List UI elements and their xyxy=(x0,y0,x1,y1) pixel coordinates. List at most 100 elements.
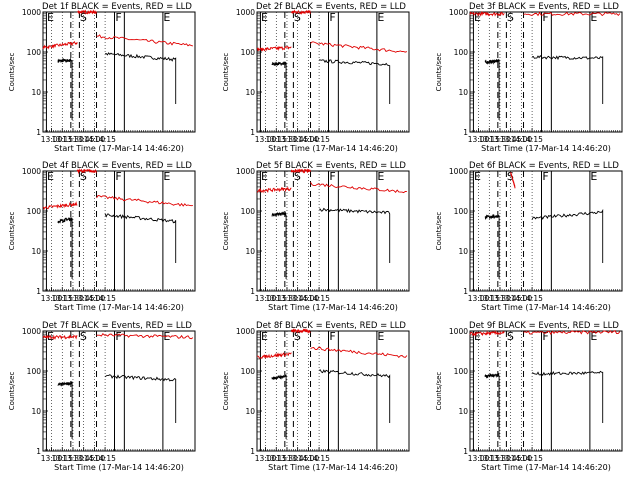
y-tick-label: 100 xyxy=(454,48,469,57)
event-marker-label: S xyxy=(80,170,87,183)
lld-series-line xyxy=(96,34,193,47)
x-axis-label: Start Time (17-Mar-14 14:46:20) xyxy=(481,463,611,472)
x-tick-label: 13:15 xyxy=(51,294,73,303)
event-marker-label: S xyxy=(294,330,301,343)
x-tick-label: 13:30 xyxy=(62,135,84,144)
plot-title: Det 7f BLACK = Events, RED = LLD xyxy=(42,321,192,331)
event-marker-label: E xyxy=(474,11,481,24)
lld-series-line xyxy=(469,11,505,17)
events-series-line xyxy=(105,52,177,104)
x-tick-label: 13:45 xyxy=(287,294,309,303)
x-tick-label: 13:30 xyxy=(276,135,298,144)
events-series-line xyxy=(484,213,500,279)
event-marker-label: S xyxy=(80,11,87,24)
x-axis-label: Start Time (17-Mar-14 14:46:20) xyxy=(268,144,398,153)
x-tick-label: 13:15 xyxy=(478,454,500,463)
plot-panel-9: Det 9f BLACK = Events, RED = LLD13:0013:… xyxy=(435,321,623,472)
events-series-line xyxy=(271,60,287,120)
lld-series-line xyxy=(310,182,407,194)
x-tick-label: 13:45 xyxy=(73,454,95,463)
lld-series-line xyxy=(523,11,621,17)
event-marker-label: F xyxy=(542,330,548,343)
plot-panel-3: Det 3f BLACK = Events, RED = LLD13:0013:… xyxy=(435,2,623,153)
lld-series-line xyxy=(256,45,292,52)
plot-title: Det 1f BLACK = Events, RED = LLD xyxy=(42,2,192,12)
lld-series-line xyxy=(256,352,292,359)
x-tick-label: 13:00 xyxy=(255,135,277,144)
lld-series-line xyxy=(310,41,408,53)
x-axis-label: Start Time (17-Mar-14 14:46:20) xyxy=(54,463,184,472)
plot-panel-4: Det 4f BLACK = Events, RED = LLD13:0013:… xyxy=(8,161,196,312)
event-marker-label: E xyxy=(590,11,597,24)
event-marker-label: S xyxy=(294,170,301,183)
y-axis-label: Counts/sec xyxy=(435,53,443,92)
event-marker-label: E xyxy=(474,330,481,343)
x-axis-label: Start Time (17-Mar-14 14:46:20) xyxy=(54,144,184,153)
plot-panel-5: Det 5f BLACK = Events, RED = LLD13:0013:… xyxy=(222,161,410,312)
y-axis-label: Counts/sec xyxy=(8,212,16,251)
x-tick-label: 13:15 xyxy=(265,454,287,463)
events-series-line xyxy=(57,381,73,439)
y-tick-label: 1 xyxy=(463,287,468,296)
lld-series-line xyxy=(523,329,621,336)
x-tick-label: 14:15 xyxy=(308,454,330,463)
events-series-line xyxy=(57,57,73,120)
y-tick-label: 1000 xyxy=(449,8,468,17)
event-marker-label: S xyxy=(294,11,301,24)
events-series-line xyxy=(271,211,287,279)
y-tick-label: 100 xyxy=(454,207,469,216)
x-tick-label: 14:00 xyxy=(84,294,106,303)
x-tick-label: 13:30 xyxy=(62,294,84,303)
plot-frame xyxy=(256,330,410,452)
events-series-line xyxy=(531,208,604,263)
y-axis-label: Counts/sec xyxy=(222,53,230,92)
event-marker-label: E xyxy=(163,170,170,183)
x-tick-label: 13:15 xyxy=(51,135,73,144)
x-tick-label: 13:15 xyxy=(478,294,500,303)
lld-series-line xyxy=(469,330,505,337)
plot-frame xyxy=(42,11,196,133)
plot-panel-7: Det 7f BLACK = Events, RED = LLD13:0013:… xyxy=(8,321,196,472)
plot-frame xyxy=(42,330,196,452)
y-tick-label: 1000 xyxy=(22,327,41,336)
y-axis-label: Counts/sec xyxy=(222,212,230,251)
x-tick-label: 13:00 xyxy=(468,454,490,463)
lld-series-line xyxy=(96,333,194,340)
event-marker-label: S xyxy=(507,330,514,343)
events-series-line xyxy=(318,369,391,423)
event-marker-label: E xyxy=(377,11,384,24)
y-tick-label: 1 xyxy=(36,447,41,456)
lld-series-line xyxy=(290,327,311,335)
y-tick-label: 100 xyxy=(241,207,256,216)
events-series-line xyxy=(104,374,177,423)
y-tick-label: 10 xyxy=(31,88,41,97)
x-axis-label: Start Time (17-Mar-14 14:46:20) xyxy=(54,303,184,312)
event-marker-label: E xyxy=(261,330,268,343)
y-tick-label: 10 xyxy=(31,407,41,416)
x-tick-label: 13:30 xyxy=(62,454,84,463)
events-series-line xyxy=(531,370,604,423)
events-series-line xyxy=(484,58,500,120)
y-tick-label: 100 xyxy=(27,367,42,376)
event-marker-label: E xyxy=(377,170,384,183)
event-marker-label: E xyxy=(590,330,597,343)
x-tick-label: 14:00 xyxy=(298,294,320,303)
x-tick-label: 14:15 xyxy=(308,294,330,303)
event-marker-label: E xyxy=(474,170,481,183)
event-marker-label: F xyxy=(329,170,335,183)
x-tick-label: 14:15 xyxy=(521,135,543,144)
event-marker-label: E xyxy=(377,330,384,343)
events-series-line xyxy=(319,59,391,104)
y-tick-label: 1 xyxy=(463,447,468,456)
event-marker-label: E xyxy=(163,11,170,24)
y-tick-label: 1000 xyxy=(449,327,468,336)
plot-title: Det 4f BLACK = Events, RED = LLD xyxy=(42,161,192,171)
y-tick-label: 100 xyxy=(241,367,256,376)
event-marker-label: S xyxy=(80,330,87,343)
event-marker-label: E xyxy=(590,170,597,183)
plot-title: Det 6f BLACK = Events, RED = LLD xyxy=(469,161,619,171)
y-axis-label: Counts/sec xyxy=(8,372,16,411)
y-axis-label: Counts/sec xyxy=(222,372,230,411)
x-tick-label: 13:00 xyxy=(468,294,490,303)
